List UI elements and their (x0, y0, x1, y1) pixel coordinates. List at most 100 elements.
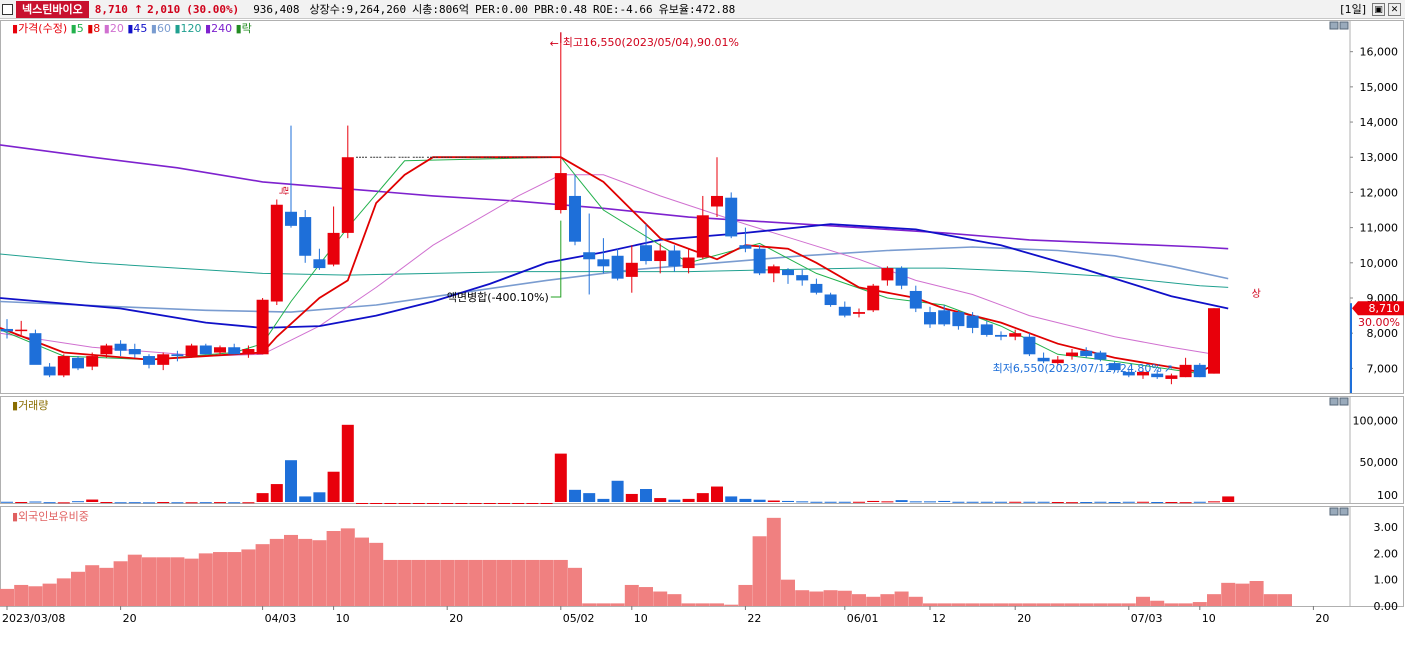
candle-body[interactable] (1080, 350, 1093, 357)
candle-body[interactable] (810, 283, 823, 293)
volume-bar[interactable] (29, 501, 42, 503)
foreign-ratio-bar[interactable] (71, 571, 85, 606)
volume-bar[interactable] (100, 502, 113, 504)
foreign-ratio-bar[interactable] (340, 528, 355, 606)
foreign-ratio-bar[interactable] (568, 567, 582, 606)
candle-body[interactable] (327, 232, 340, 265)
candle-body[interactable] (583, 252, 596, 260)
foreign-ratio-bar[interactable] (1150, 600, 1165, 606)
candle-body[interactable] (114, 343, 127, 351)
volume-bar[interactable] (1193, 501, 1206, 503)
candle-body[interactable] (739, 245, 752, 249)
volume-bar[interactable] (370, 503, 383, 504)
candle-body[interactable] (43, 366, 56, 376)
foreign-ratio-bar[interactable] (227, 552, 242, 606)
legend-ma240[interactable]: 240 (211, 22, 233, 35)
foreign-ratio-bar[interactable] (1221, 582, 1236, 606)
foreign-ratio-bar[interactable] (269, 538, 284, 606)
foreign-ratio-bar[interactable] (695, 603, 710, 606)
candle-body[interactable] (640, 245, 652, 262)
volume-bar[interactable] (285, 460, 297, 502)
candle-body[interactable] (57, 356, 70, 376)
volume-bar[interactable] (924, 501, 936, 503)
foreign-ratio-bar[interactable] (553, 559, 568, 606)
candle-body[interactable] (171, 354, 184, 357)
foreign-ratio-bar[interactable] (738, 584, 753, 606)
foreign-ratio-bar[interactable] (1065, 603, 1079, 606)
volume-bar[interactable] (725, 496, 738, 502)
candle-body[interactable] (909, 290, 922, 309)
legend-price[interactable]: 가격(수정) (18, 22, 68, 35)
foreign-ratio-bar[interactable] (525, 559, 540, 606)
foreign-ratio-bar[interactable] (766, 517, 781, 606)
foreign-ratio-bar[interactable] (823, 590, 838, 606)
foreign-ratio-bar[interactable] (312, 540, 327, 606)
volume-bar[interactable] (668, 499, 681, 502)
candle-body[interactable] (696, 215, 709, 258)
volume-bar[interactable] (824, 501, 837, 503)
candle-body[interactable] (1122, 371, 1135, 376)
candle-body[interactable] (767, 266, 780, 274)
volume-bar[interactable] (611, 480, 624, 502)
candle-body[interactable] (938, 310, 951, 325)
foreign-ratio-bar[interactable] (1164, 603, 1179, 606)
volume-bar[interactable] (625, 493, 638, 502)
volume-bar[interactable] (114, 502, 127, 504)
candle-body[interactable] (1165, 375, 1178, 379)
foreign-panel-minimize-icon[interactable] (1329, 507, 1339, 516)
legend-ma5[interactable]: 5 (76, 22, 84, 35)
foreign-ratio-bar[interactable] (1008, 603, 1023, 606)
foreign-ratio-bar[interactable] (156, 557, 171, 606)
candle-body[interactable] (29, 333, 42, 365)
foreign-ratio-bar[interactable] (511, 559, 526, 606)
volume-bar[interactable] (143, 502, 155, 504)
candle-body[interactable] (228, 347, 241, 355)
foreign-ratio-bar[interactable] (1178, 603, 1193, 606)
foreign-ratio-bar[interactable] (298, 538, 313, 606)
volume-bar[interactable] (881, 501, 894, 503)
candle-body[interactable] (313, 259, 326, 269)
candle-body[interactable] (128, 349, 141, 355)
volume-bar[interactable] (455, 503, 468, 504)
legend-ma120[interactable]: 120 (180, 22, 202, 35)
candle-body[interactable] (682, 257, 695, 269)
foreign-ratio-bar[interactable] (610, 603, 625, 606)
volume-bar[interactable] (682, 498, 695, 502)
foreign-panel-maximize-icon[interactable] (1339, 507, 1349, 516)
foreign-ratio-bar[interactable] (454, 559, 469, 606)
foreign-ratio-bar[interactable] (1036, 603, 1051, 606)
candle-body[interactable] (569, 195, 581, 242)
volume-bar[interactable] (952, 501, 965, 503)
volume-bar[interactable] (739, 498, 752, 502)
foreign-ratio-bar[interactable] (497, 559, 511, 606)
volume-bar[interactable] (995, 501, 1007, 503)
foreign-ratio-bar[interactable] (752, 536, 767, 606)
volume-panel-maximize-icon[interactable] (1339, 397, 1349, 406)
volume-bar[interactable] (1, 501, 13, 503)
volume-bar[interactable] (341, 424, 354, 502)
foreign-ratio-bar[interactable] (539, 559, 554, 606)
legend-ma8[interactable]: 8 (93, 22, 101, 35)
candle-body[interactable] (611, 255, 624, 279)
volume-bar[interactable] (398, 503, 411, 504)
foreign-ratio-bar[interactable] (1121, 603, 1136, 606)
foreign-ratio-bar[interactable] (42, 583, 57, 606)
volume-bar[interactable] (895, 500, 908, 502)
volume-bar[interactable] (767, 500, 780, 502)
volume-bar[interactable] (43, 502, 56, 504)
foreign-ratio-bar[interactable] (653, 591, 668, 606)
volume-bar[interactable] (540, 503, 553, 504)
legend-ma45[interactable]: 45 (133, 22, 148, 35)
volume-bar[interactable] (938, 500, 951, 502)
legend-foreign[interactable]: 외국인보유비중 (18, 510, 89, 523)
volume-bar[interactable] (441, 503, 454, 504)
select-checkbox[interactable] (2, 3, 13, 15)
candle-body[interactable] (725, 197, 738, 237)
foreign-ratio-bar[interactable] (724, 604, 739, 606)
candle-body[interactable] (980, 324, 993, 335)
foreign-ratio-bar[interactable] (255, 544, 270, 606)
volume-bar[interactable] (1080, 502, 1093, 504)
volume-bar[interactable] (72, 501, 84, 503)
foreign-ratio-bar[interactable] (795, 590, 810, 606)
volume-bar[interactable] (427, 503, 439, 504)
